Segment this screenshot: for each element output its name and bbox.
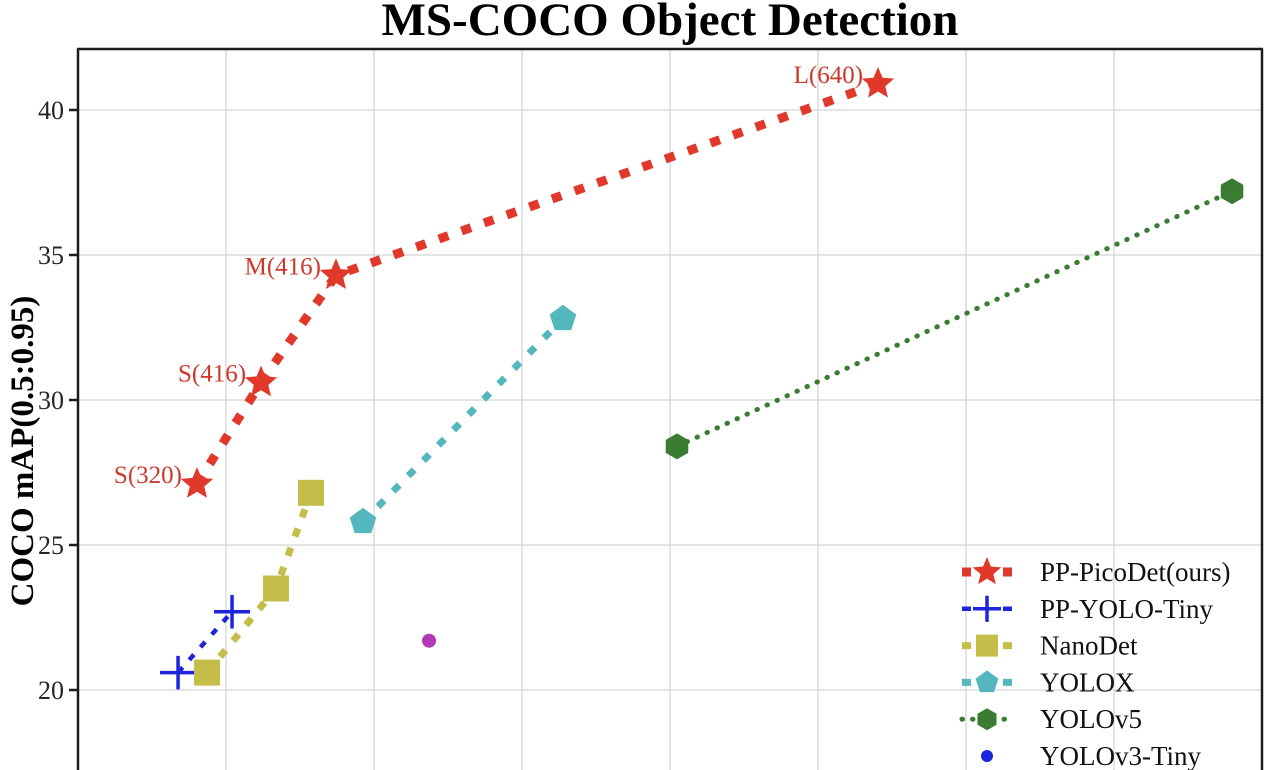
legend-star-marker xyxy=(972,557,1002,585)
series-line-nanodet xyxy=(204,491,315,675)
legend-square-marker xyxy=(976,634,998,657)
hexagon-marker-yolov5 xyxy=(1220,178,1244,205)
legend-hexagon-marker xyxy=(977,708,997,731)
plus-marker-pp-yolo-tiny xyxy=(160,655,197,690)
legend-label: YOLOv3-Tiny xyxy=(1040,741,1202,770)
square-marker-nanodet xyxy=(262,575,289,602)
star-marker-pp-picodet-ours- xyxy=(861,66,895,98)
point-annotation: M(416) xyxy=(245,253,321,280)
star-marker-pp-picodet-ours- xyxy=(244,365,278,397)
star-marker-pp-picodet-ours- xyxy=(319,258,353,290)
series-line-pp-picodet-ours- xyxy=(193,79,880,487)
square-marker-nanodet xyxy=(298,479,325,506)
series-line-yolox xyxy=(360,316,566,525)
y-tick-label: 20 xyxy=(38,676,64,705)
pentagon-marker-yolox xyxy=(349,507,377,534)
plus-marker-pp-yolo-tiny xyxy=(214,594,251,629)
legend-dot-marker xyxy=(981,750,993,762)
y-tick-label: 40 xyxy=(38,96,64,125)
series-line-pp-yolo-tiny xyxy=(176,610,234,675)
legend-label: PP-PicoDet(ours) xyxy=(1040,557,1231,587)
series-line-yolov5 xyxy=(674,188,1235,449)
point-annotation: S(320) xyxy=(114,462,182,489)
unlabeled-point-marker xyxy=(422,633,437,648)
point-annotation: L(640) xyxy=(794,62,863,89)
star-marker-pp-picodet-ours- xyxy=(180,467,214,498)
legend-label: PP-YOLO-Tiny xyxy=(1040,594,1214,624)
legend-label: NanoDet xyxy=(1040,631,1138,661)
square-marker-nanodet xyxy=(194,659,221,686)
hexagon-marker-yolov5 xyxy=(665,433,689,460)
legend-label: YOLOv5 xyxy=(1040,704,1142,734)
legend-plus-marker xyxy=(973,595,1001,622)
y-tick-label: 25 xyxy=(38,531,64,560)
y-axis-label: COCO mAP(0.5:0.95) xyxy=(5,295,41,607)
legend-pentagon-marker xyxy=(975,670,999,693)
y-tick-label: 35 xyxy=(38,241,64,270)
pentagon-marker-yolox xyxy=(549,304,577,331)
chart-title: MS-COCO Object Detection xyxy=(381,0,959,46)
point-annotation: S(416) xyxy=(178,361,246,388)
y-tick-label: 30 xyxy=(38,386,64,415)
legend-label: YOLOX xyxy=(1040,667,1135,697)
